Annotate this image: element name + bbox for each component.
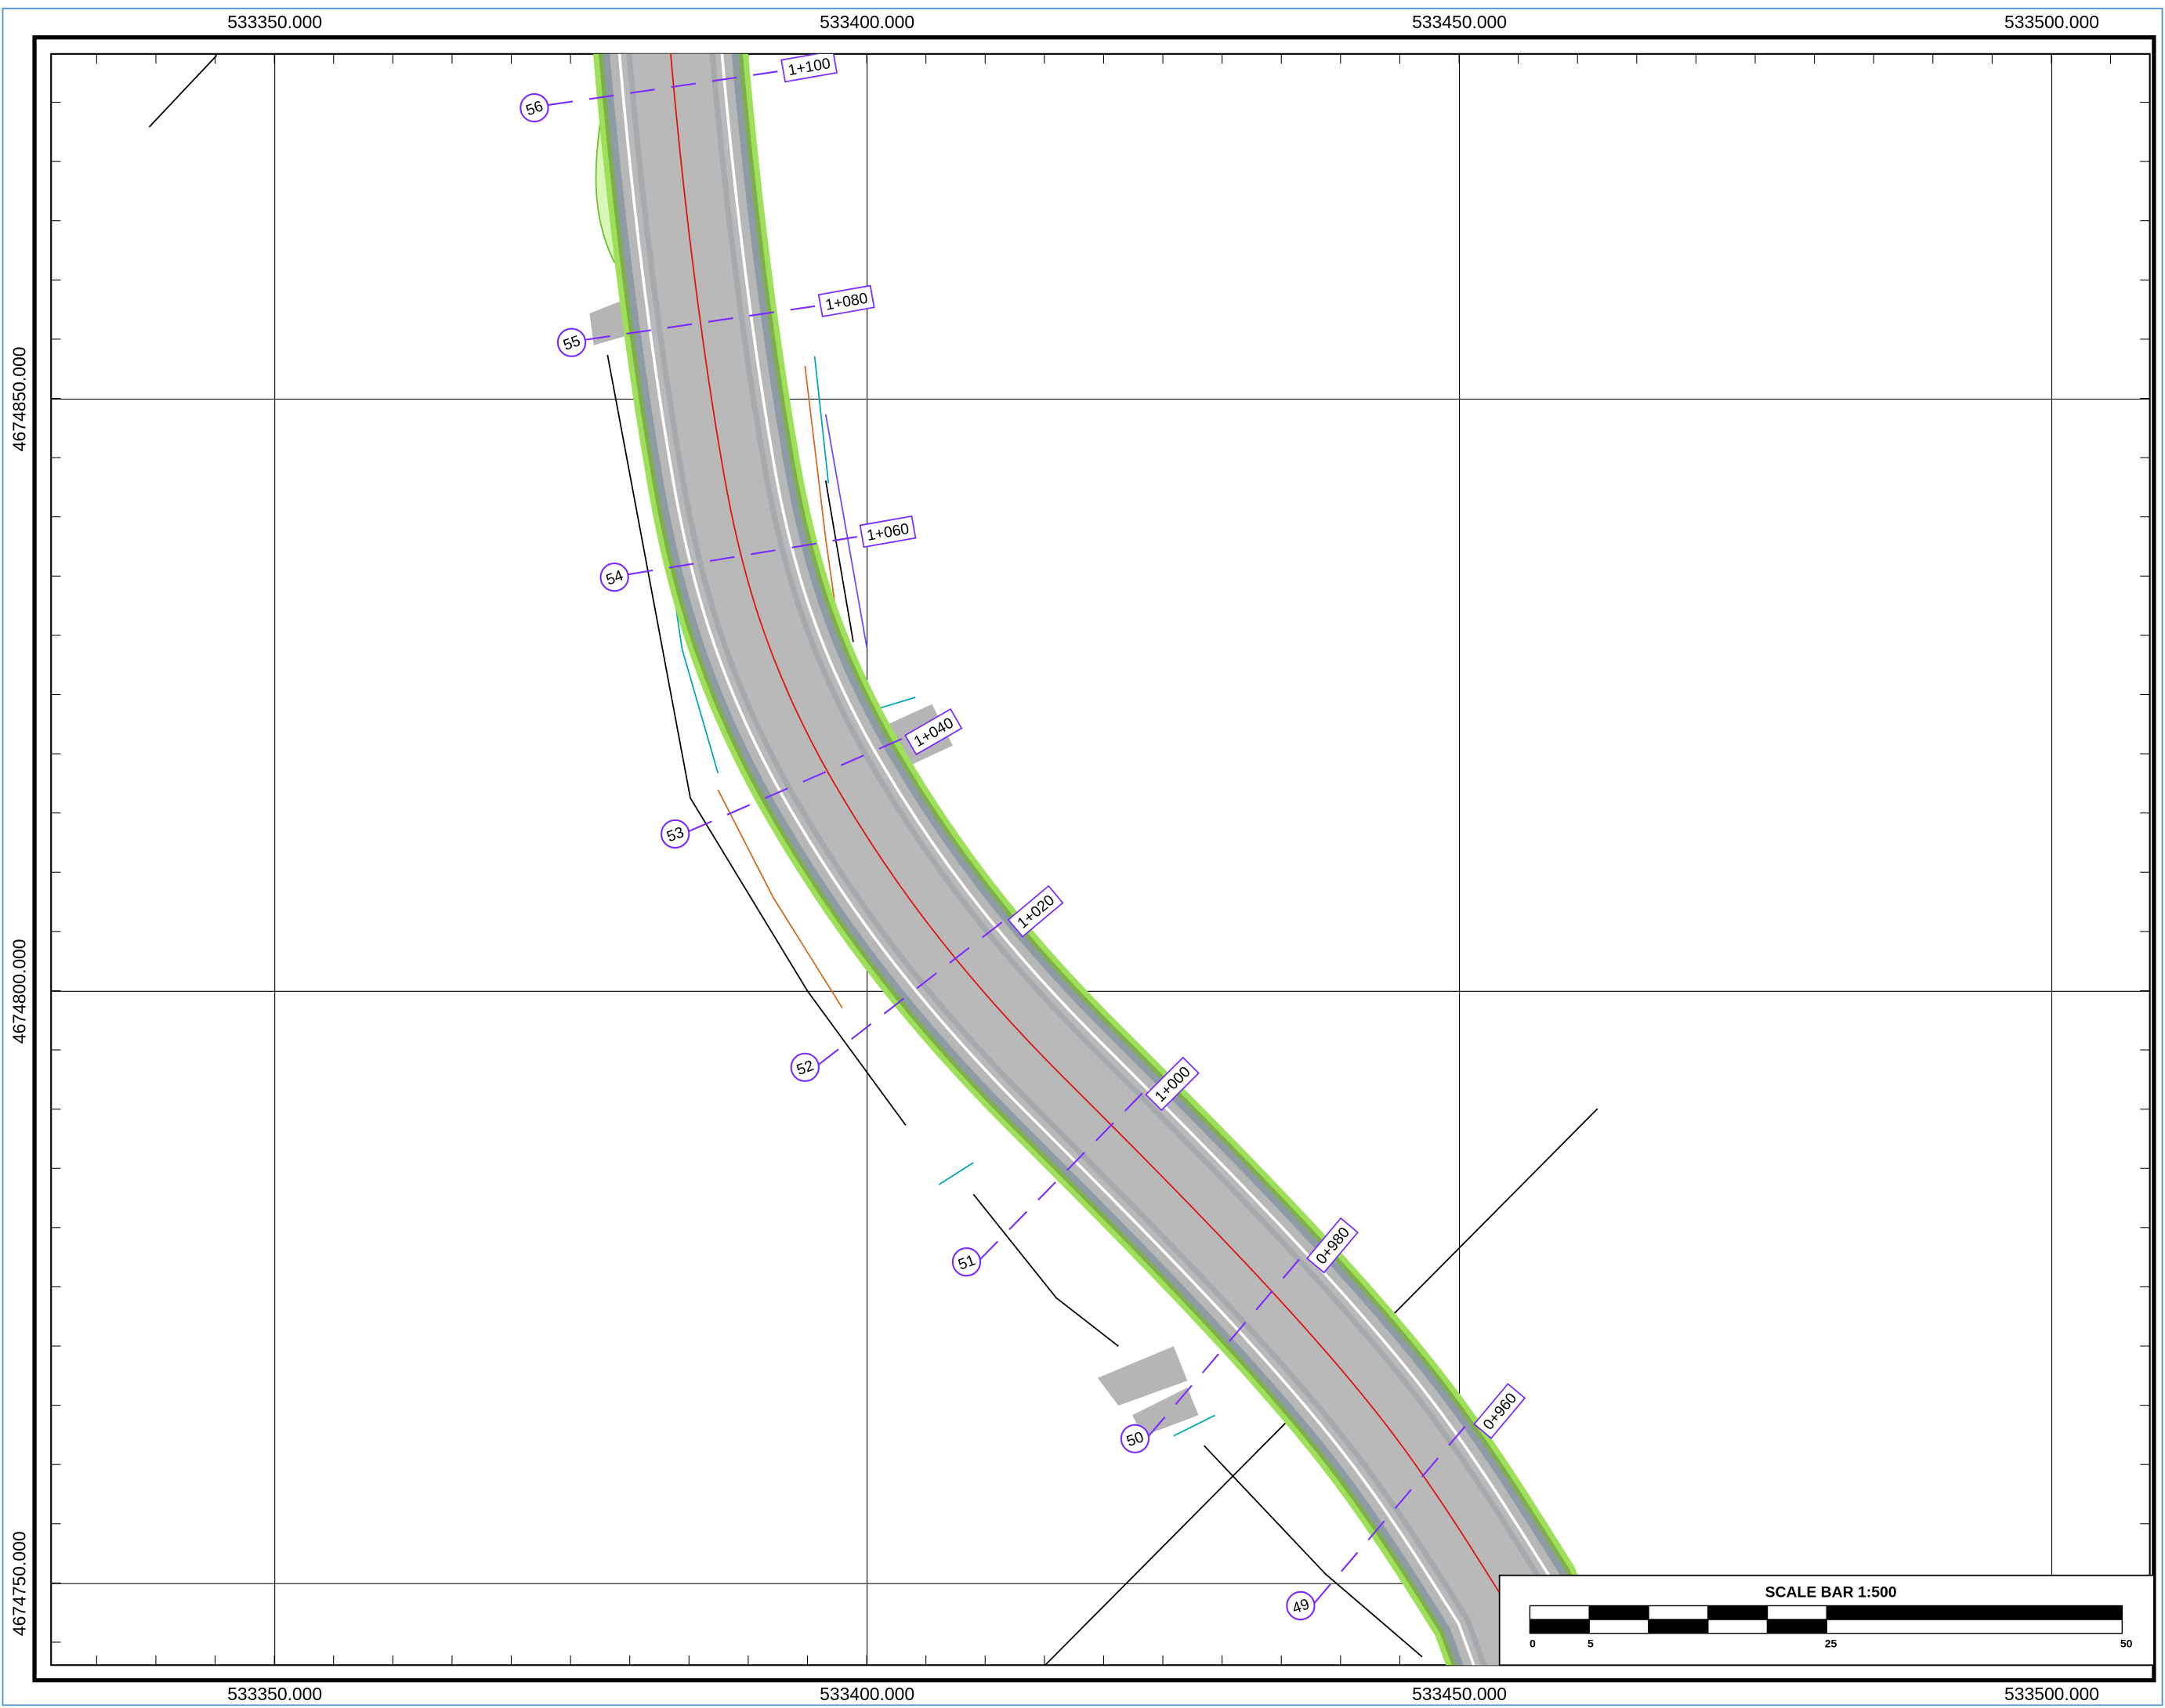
boundary-line <box>972 1193 1119 1347</box>
station-box <box>1473 1383 1526 1439</box>
easting-label: 533500.000 <box>2004 12 2099 32</box>
scale-segment <box>1588 1619 1649 1634</box>
easting-label: 533350.000 <box>227 1684 322 1704</box>
drawing: 561+100551+080541+060531+040521+020511+0… <box>51 53 2150 1666</box>
scale-segment <box>1766 1619 1827 1634</box>
scale-segment <box>1648 1605 1709 1620</box>
station-box <box>1145 1056 1200 1112</box>
station-box <box>780 53 838 83</box>
section-marker <box>951 1247 982 1277</box>
scale-segment <box>1529 1619 1590 1634</box>
road <box>592 53 1606 1666</box>
northing-label: 4674750.000 <box>9 1531 29 1636</box>
boundary-line <box>148 55 218 128</box>
station-box <box>817 284 875 317</box>
scale-label: 50 <box>2120 1637 2133 1650</box>
scale-segment <box>1826 1619 2123 1634</box>
section-marker <box>660 819 690 849</box>
section-marker <box>599 563 629 592</box>
station: 1+020 <box>1007 885 1064 938</box>
centerline <box>670 53 1530 1666</box>
scale-segment <box>1826 1605 2123 1620</box>
scale-segment <box>1707 1619 1769 1634</box>
scale-segment <box>1648 1619 1709 1634</box>
outer-frame <box>32 35 2156 1683</box>
section-marker <box>790 1052 820 1082</box>
station-box <box>903 707 963 756</box>
station-box <box>1007 885 1064 938</box>
utility-line <box>813 356 830 483</box>
easting-label: 533450.000 <box>1412 12 1507 32</box>
easting-label: 533400.000 <box>820 1684 914 1704</box>
scale-label: 25 <box>1825 1637 1837 1650</box>
cross-sections: 561+100551+080541+060531+040521+020511+0… <box>520 53 1526 1621</box>
scale-bar: SCALE BAR 1:500 0 5 25 50 <box>1498 1574 2155 1666</box>
station-box <box>1305 1217 1359 1274</box>
scale-label: 0 <box>1530 1637 1536 1650</box>
station: 1+080 <box>817 284 875 317</box>
utility-line <box>717 789 843 1008</box>
scale-segment <box>1529 1605 1590 1620</box>
scale-label: 5 <box>1588 1637 1594 1650</box>
station-box <box>859 515 917 548</box>
scale-segment <box>1766 1605 1827 1620</box>
section-marker <box>1120 1424 1150 1453</box>
easting-label: 533450.000 <box>1412 1684 1507 1704</box>
section-marker <box>556 327 587 357</box>
easting-label: 533400.000 <box>820 12 914 32</box>
utility-line <box>938 1162 974 1185</box>
section-marker <box>1286 1590 1316 1621</box>
access-road <box>1131 1388 1199 1436</box>
boundary-line <box>824 480 854 642</box>
viewport-border <box>2 7 2163 1706</box>
scale-bar-title: SCALE BAR 1:500 <box>1765 1584 1897 1601</box>
utility-line <box>1173 1414 1216 1437</box>
utility-line <box>824 414 868 650</box>
access-road <box>1097 1346 1188 1406</box>
scale-segment <box>1588 1605 1649 1620</box>
northing-label: 4674800.000 <box>9 939 29 1044</box>
easting-label: 533500.000 <box>2004 1684 2099 1704</box>
easting-label: 533350.000 <box>227 12 322 32</box>
boundary-line <box>1203 1445 1423 1658</box>
inner-frame <box>50 52 2151 1666</box>
northing-label: 4674850.000 <box>9 347 29 452</box>
coordinate-labels: 533350.000 533350.000 533400.000 533400.000… <box>9 12 2098 1704</box>
station: 1+060 <box>859 515 917 548</box>
boundary-line <box>606 354 907 1126</box>
section-marker <box>520 92 549 123</box>
scale-segment <box>1707 1605 1769 1620</box>
station: 1+100 <box>780 53 838 83</box>
